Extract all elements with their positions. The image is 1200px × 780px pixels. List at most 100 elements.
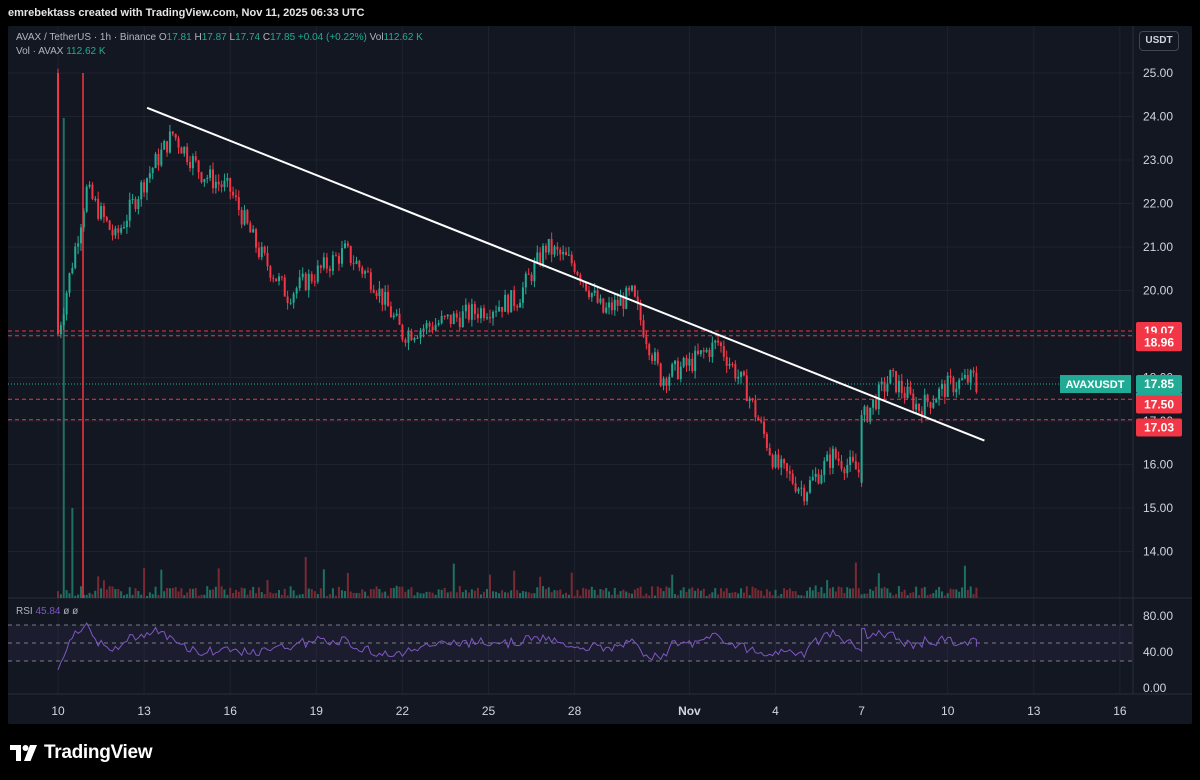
volume-bar bbox=[473, 590, 476, 598]
candle-body bbox=[407, 331, 410, 343]
volume-bar bbox=[200, 594, 203, 598]
time-axis[interactable]: 10 13 16 19 22 25 28 Nov 4 7 10 13 16 bbox=[51, 704, 1127, 718]
candle-body bbox=[301, 273, 304, 278]
candle-body bbox=[501, 306, 504, 312]
volume-bar bbox=[369, 589, 372, 598]
volume-bar bbox=[849, 588, 852, 598]
candle-body bbox=[877, 384, 880, 410]
volume-bar bbox=[785, 590, 788, 598]
volume-bar bbox=[434, 594, 437, 598]
candle-body bbox=[811, 477, 814, 481]
candle-body bbox=[180, 147, 183, 154]
volume-bar bbox=[831, 587, 834, 598]
volume-bar bbox=[963, 565, 966, 598]
candle-body bbox=[255, 229, 258, 248]
candle-body bbox=[587, 290, 590, 298]
candle-body bbox=[464, 304, 467, 312]
trendline-group[interactable] bbox=[146, 106, 985, 442]
candle-body bbox=[344, 243, 346, 249]
volume-bar bbox=[961, 587, 964, 598]
candle-body bbox=[559, 249, 562, 255]
candle-body bbox=[226, 178, 229, 181]
volume-bar bbox=[114, 588, 117, 598]
candle-body bbox=[869, 407, 872, 422]
candle-body bbox=[940, 383, 943, 389]
volume-bar bbox=[280, 594, 283, 598]
tradingview-logo-icon bbox=[10, 745, 37, 761]
candle-body bbox=[788, 471, 791, 474]
volume-bar bbox=[108, 586, 111, 598]
volume-bar bbox=[521, 591, 524, 598]
candle-body bbox=[631, 285, 633, 291]
candle-body bbox=[645, 336, 648, 345]
candle-body bbox=[217, 181, 220, 185]
time-tick-label: 10 bbox=[51, 704, 65, 718]
symbol-label[interactable]: AVAX / TetherUS · 1h · Binance bbox=[16, 32, 157, 43]
price-chart[interactable]: 25.0024.0023.0022.0021.0020.0019.0018.00… bbox=[8, 26, 1192, 724]
candle-body bbox=[71, 267, 74, 274]
volume-bar bbox=[189, 588, 192, 598]
volume-bar bbox=[344, 591, 346, 598]
candle-body bbox=[754, 399, 757, 418]
volume-bar bbox=[863, 593, 866, 598]
volume-bar bbox=[806, 590, 809, 598]
candle-body bbox=[177, 138, 180, 148]
candle-body bbox=[145, 178, 148, 193]
volume-bar bbox=[209, 589, 212, 598]
candle-body bbox=[619, 297, 622, 306]
candle-body bbox=[648, 344, 651, 356]
candle-body bbox=[137, 199, 140, 210]
candle-body bbox=[440, 316, 443, 324]
volume-bar bbox=[645, 593, 648, 598]
candle-body bbox=[437, 323, 440, 325]
volume-bar bbox=[602, 590, 605, 598]
volume-bar bbox=[349, 591, 352, 598]
candle-body bbox=[313, 281, 316, 283]
volume-bar bbox=[507, 592, 510, 598]
currency-button[interactable]: USDT bbox=[1139, 31, 1179, 51]
volume-bar bbox=[211, 589, 214, 598]
tradingview-logo[interactable]: TradingView bbox=[10, 742, 153, 764]
volume-bar bbox=[378, 589, 381, 598]
volume-bar bbox=[857, 588, 860, 598]
volume-bar bbox=[768, 591, 771, 598]
volume-bar bbox=[717, 594, 720, 598]
volume-bar bbox=[79, 586, 82, 598]
candle-body bbox=[449, 314, 452, 325]
volume-bar bbox=[653, 595, 656, 598]
volume-bar bbox=[395, 585, 398, 598]
volume-bar bbox=[226, 594, 229, 598]
candle-body bbox=[77, 243, 80, 247]
volume-bar bbox=[765, 589, 768, 598]
candle-body bbox=[160, 149, 163, 166]
volume-bar bbox=[777, 595, 780, 598]
candle-body bbox=[479, 308, 482, 319]
rsi-value: 45.84 bbox=[35, 606, 61, 617]
candle-body bbox=[310, 273, 313, 282]
candle-body bbox=[189, 161, 192, 169]
rsi-label[interactable]: RSI bbox=[16, 606, 33, 617]
volume-bar bbox=[384, 591, 387, 598]
candle-body bbox=[482, 308, 485, 319]
volume-bar bbox=[539, 576, 542, 598]
volume-bar bbox=[697, 588, 700, 598]
volume-bar bbox=[791, 591, 794, 598]
volume-bar bbox=[935, 589, 938, 598]
candle-body bbox=[404, 339, 407, 343]
candle-body bbox=[452, 313, 455, 325]
volume-bar bbox=[823, 593, 826, 598]
candle-body bbox=[653, 352, 656, 361]
candle-body bbox=[659, 363, 662, 386]
price-tick-label: 16.00 bbox=[1143, 458, 1173, 472]
volume-bar bbox=[714, 588, 717, 598]
volume-bar bbox=[562, 594, 565, 598]
volume-bar bbox=[593, 589, 596, 598]
volume-line-label[interactable]: Vol · AVAX bbox=[16, 46, 64, 57]
volume-bar bbox=[102, 580, 105, 598]
candle-body bbox=[628, 287, 631, 291]
candle-body bbox=[737, 376, 740, 379]
price-tick-label: 21.00 bbox=[1143, 240, 1173, 254]
volume-bar bbox=[255, 593, 258, 598]
trendline[interactable] bbox=[146, 106, 985, 442]
volume-bar bbox=[337, 586, 340, 598]
